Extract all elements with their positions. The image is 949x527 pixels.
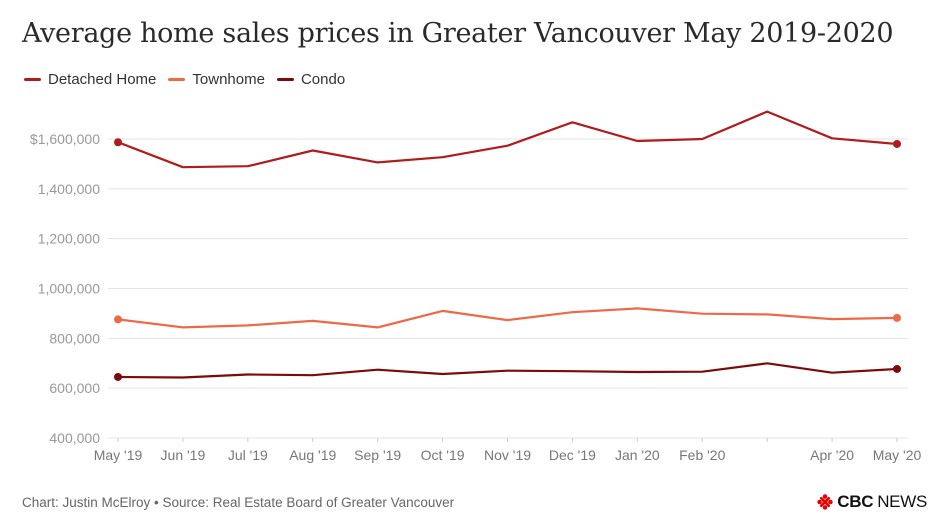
line-chart: 400,000 600,000 800,000 1,000,000 1,200,000 1…: [30, 110, 922, 463]
legend-label-detached: Detached Home: [48, 71, 157, 88]
x-tick-label: Jul '19: [228, 447, 268, 463]
brand-news-text: NEWS: [877, 492, 927, 511]
y-tick-label: 400,000: [49, 430, 100, 446]
x-tick-label: Apr '20: [810, 447, 854, 463]
cbc-news-logo[interactable]: CBC NEWS: [817, 492, 927, 512]
y-tick-label: 1,000,000: [38, 281, 100, 297]
data-point: [893, 139, 901, 148]
y-tick-label: 800,000: [49, 330, 100, 346]
chart-title: Average home sales prices in Greater Van…: [22, 18, 894, 49]
legend-item-detached[interactable]: Detached Home: [24, 71, 156, 88]
series-line-townhome: [116, 307, 899, 329]
x-tick-label: Sep '19: [354, 447, 401, 463]
x-tick-label: Dec '19: [549, 447, 596, 463]
y-tick-label: 1,400,000: [38, 181, 100, 197]
legend-label-condo: Condo: [300, 71, 346, 88]
y-tick-label: 1,200,000: [38, 231, 100, 247]
data-point: [114, 372, 122, 381]
data-point: [893, 364, 901, 373]
x-tick-label: May '19: [94, 447, 143, 463]
y-tick-label: $1,600,000: [30, 131, 100, 147]
legend-swatch-condo: [276, 78, 294, 81]
series-line-condo: [116, 362, 899, 379]
legend-label-townhome: Townhome: [192, 71, 265, 88]
cbc-gem-icon: [817, 494, 833, 510]
x-tick-label: Nov '19: [484, 447, 531, 463]
legend-swatch-detached: [24, 78, 41, 81]
series-line-detached-home: [116, 110, 899, 169]
brand-cbc-text: CBC: [837, 492, 874, 511]
legend-swatch-townhome: [168, 78, 186, 81]
x-tick-label: May '20: [873, 447, 922, 463]
legend-item-condo[interactable]: Condo: [276, 71, 346, 88]
y-tick-label: 600,000: [49, 380, 100, 396]
data-point: [893, 313, 901, 322]
legend-item-townhome[interactable]: Townhome: [168, 71, 265, 88]
x-tick-label: Feb '20: [679, 447, 725, 463]
x-tick-label: Oct '19: [421, 447, 465, 463]
x-tick-label: Jun '19: [161, 447, 206, 463]
footer-credit: Chart: Justin McElroy • Source: Real Est…: [22, 495, 455, 510]
data-point: [114, 138, 122, 147]
x-tick-label: Jan '20: [615, 447, 660, 463]
legend: Detached Home Townhome Condo: [24, 71, 345, 88]
x-tick-label: Aug '19: [289, 447, 336, 463]
data-point: [114, 315, 122, 324]
